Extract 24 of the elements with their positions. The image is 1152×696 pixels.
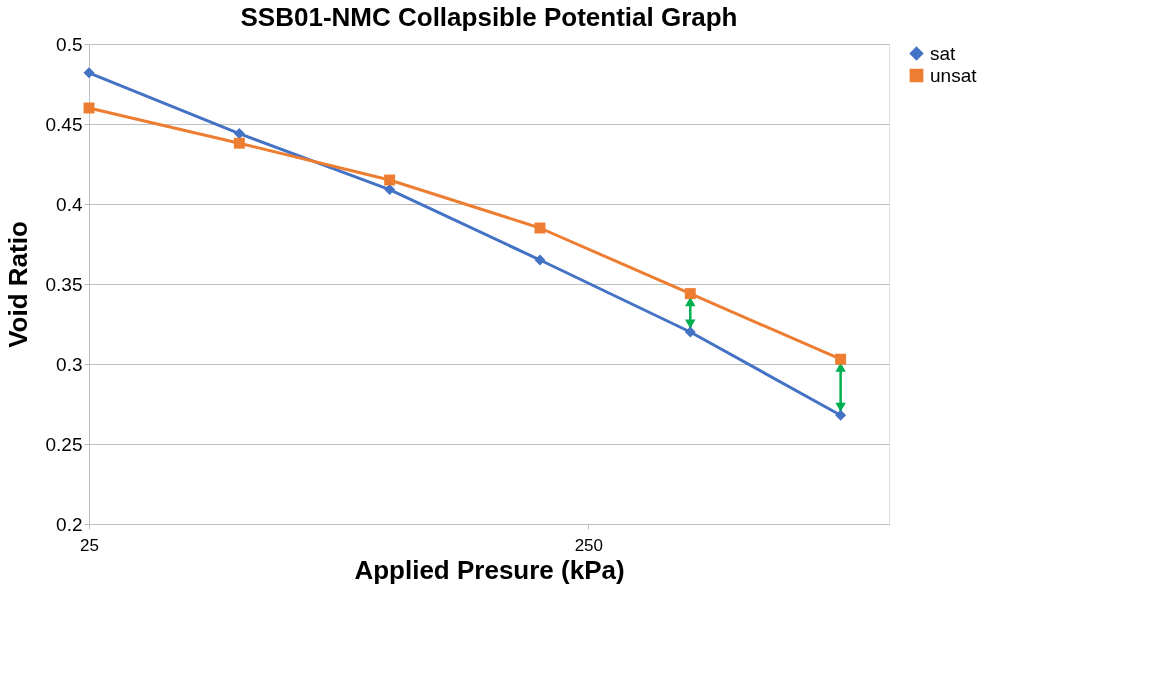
y-tick-label: 0.5 bbox=[56, 33, 83, 55]
point bbox=[83, 67, 95, 79]
point bbox=[384, 184, 396, 196]
legend-label: unsat bbox=[930, 64, 978, 86]
point bbox=[534, 222, 546, 234]
chart-title: SSB01-NMC Collapsible Potential Graph bbox=[240, 2, 738, 32]
y-tick-label: 0.25 bbox=[45, 433, 83, 455]
y-tick-label: 0.35 bbox=[45, 273, 83, 295]
x-axis-title: Applied Presure (kPa) bbox=[354, 554, 625, 585]
point bbox=[233, 137, 245, 149]
legend-label: sat bbox=[930, 42, 957, 64]
y-tick-label: 0.3 bbox=[56, 353, 83, 375]
x-tick-label: 250 bbox=[574, 535, 604, 555]
point bbox=[835, 353, 847, 365]
point bbox=[684, 326, 696, 338]
point bbox=[835, 409, 847, 421]
point bbox=[384, 174, 396, 186]
x-tick-label: 25 bbox=[80, 535, 99, 555]
y-tick-label: 0.4 bbox=[56, 193, 83, 215]
y-tick-label: 0.45 bbox=[45, 113, 83, 135]
point bbox=[534, 254, 546, 266]
point bbox=[684, 288, 696, 300]
y-axis-title: Void Ratio bbox=[2, 221, 33, 348]
y-tick-label: 0.2 bbox=[56, 513, 83, 535]
